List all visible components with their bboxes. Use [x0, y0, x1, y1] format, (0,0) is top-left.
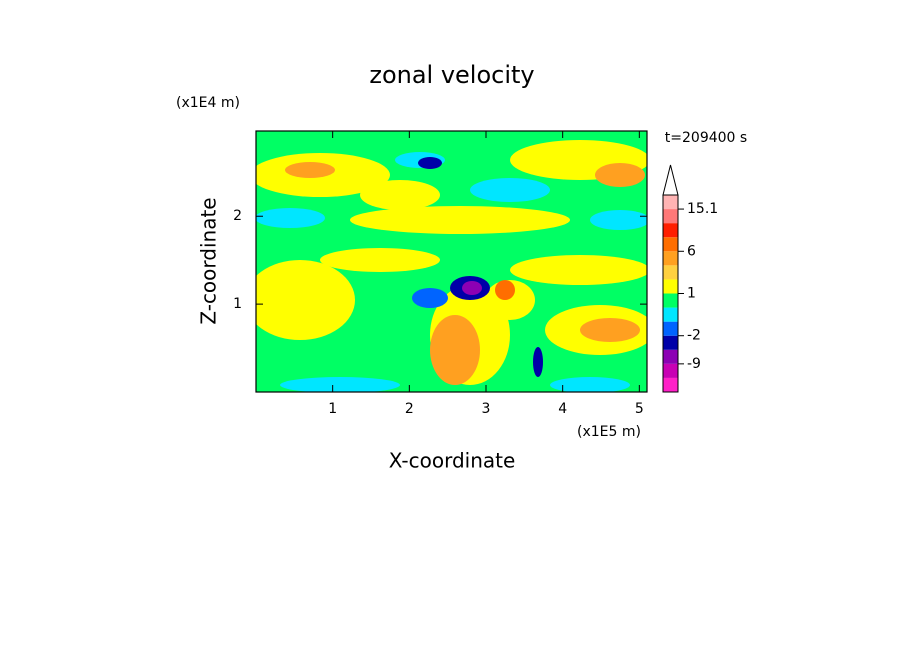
colorbar-label: 6 — [687, 243, 696, 259]
colorbar-label: -9 — [687, 356, 701, 372]
x-tick-label: 3 — [482, 401, 491, 417]
x-tick-label: 4 — [558, 401, 567, 417]
colorbar-label: 15.1 — [687, 201, 718, 217]
colorbar-label: -2 — [687, 328, 701, 344]
y-unit: (x1E4 m) — [176, 95, 240, 111]
plot-frame — [255, 130, 648, 393]
x-tick-label: 2 — [405, 401, 414, 417]
contour-field — [256, 131, 647, 392]
y-tick-label: 1 — [233, 296, 242, 312]
x-tick-label: 5 — [635, 401, 644, 417]
time-label: t=209400 s — [665, 130, 747, 146]
colorbar-bin — [663, 363, 678, 378]
colorbar-bin — [663, 279, 678, 294]
colorbar-bin — [663, 223, 678, 238]
colorbar-bin — [663, 237, 678, 252]
x-axis-label: X-coordinate — [389, 449, 516, 473]
x-tick-label: 1 — [328, 401, 337, 417]
colorbar-bin — [663, 307, 678, 322]
x-unit: (x1E5 m) — [577, 424, 641, 440]
colorbar-extension — [662, 164, 679, 196]
colorbar-bin — [663, 265, 678, 280]
colorbar-bin — [663, 321, 678, 336]
colorbar-bin — [663, 335, 678, 350]
y-axis-label: Z-coordinate — [197, 197, 221, 324]
colorbar-bin — [663, 195, 678, 210]
colorbar-bin — [663, 209, 678, 224]
chart-title: zonal velocity — [369, 61, 534, 89]
y-tick-label: 2 — [233, 208, 242, 224]
colorbar-bin — [663, 349, 678, 364]
colorbar-bin — [663, 377, 678, 392]
colorbar-bin — [663, 251, 678, 266]
colorbar-bin — [663, 293, 678, 308]
colorbar-label: 1 — [687, 286, 696, 302]
